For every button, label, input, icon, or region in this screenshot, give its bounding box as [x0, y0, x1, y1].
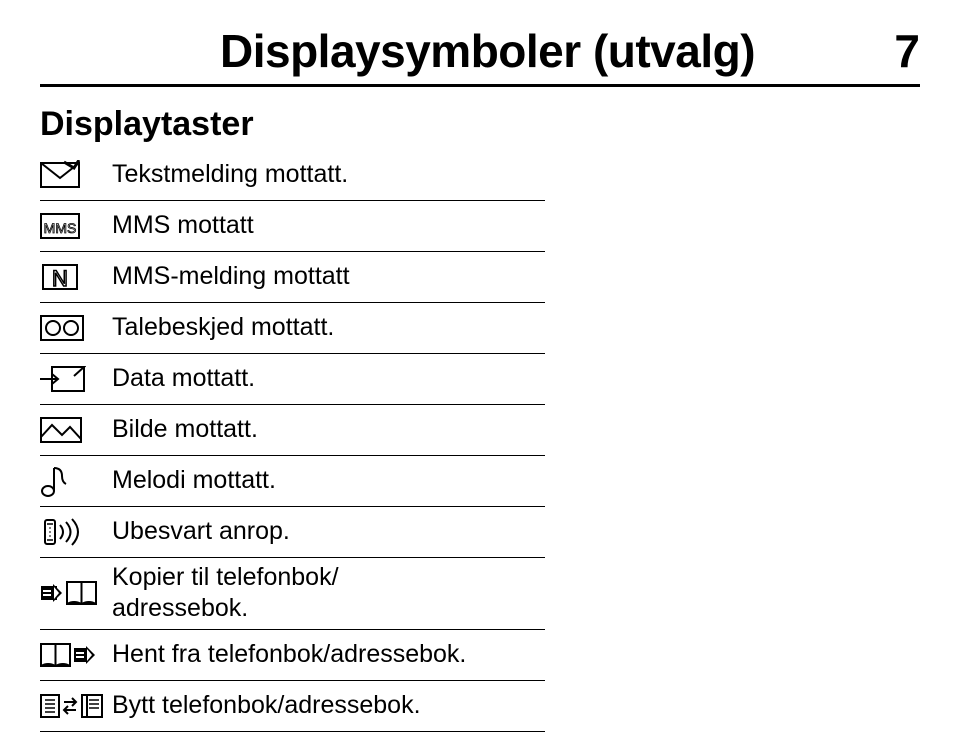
svg-text:N: N [52, 266, 68, 291]
label: Data mottatt. [110, 363, 255, 394]
symbol-table: Tekstmelding mottatt. MMS MMS mottatt N … [40, 150, 545, 732]
svg-text:MMS: MMS [44, 220, 77, 236]
label: Tekstmelding mottatt. [110, 159, 348, 190]
table-row: N MMS-melding mottatt [40, 252, 545, 303]
copy-to-book-icon [40, 578, 110, 608]
page-number: 7 [894, 24, 920, 78]
table-row: Hent fra telefonbok/adressebok. [40, 630, 545, 681]
fetch-from-book-icon [40, 640, 110, 670]
table-row: Kopier til telefonbok/ adressebok. [40, 558, 545, 630]
melody-icon [40, 464, 110, 498]
header-row: Displaysymboler (utvalg) 7 [40, 24, 920, 87]
label: Bilde mottatt. [110, 414, 258, 445]
table-row: Tekstmelding mottatt. [40, 150, 545, 201]
table-row: Talebeskjed mottatt. [40, 303, 545, 354]
swap-books-icon [40, 692, 110, 720]
label: Melodi mottatt. [110, 465, 276, 496]
sms-envelope-icon [40, 160, 110, 190]
label: Bytt telefonbok/adressebok. [110, 690, 421, 721]
label: MMS-melding mottatt [110, 261, 350, 292]
page-title: Displaysymboler (utvalg) [220, 24, 755, 78]
table-row: Data mottatt. [40, 354, 545, 405]
voicemail-icon [40, 315, 110, 341]
table-row: Bytt telefonbok/adressebok. [40, 681, 545, 732]
table-row: Bilde mottatt. [40, 405, 545, 456]
label: Talebeskjed mottatt. [110, 312, 334, 343]
missed-call-icon [40, 517, 110, 547]
n-box-icon: N [40, 262, 110, 292]
data-envelope-icon [40, 364, 110, 394]
label: Hent fra telefonbok/adressebok. [110, 639, 466, 670]
table-row: MMS MMS mottatt [40, 201, 545, 252]
mms-envelope-icon: MMS [40, 211, 110, 241]
image-icon [40, 415, 110, 445]
page: Displaysymboler (utvalg) 7 Displaytaster… [0, 0, 960, 705]
label: Ubesvart anrop. [110, 516, 290, 547]
label: Kopier til telefonbok/ adressebok. [110, 562, 339, 625]
table-row: Melodi mottatt. [40, 456, 545, 507]
label: MMS mottatt [110, 210, 254, 241]
table-row: Ubesvart anrop. [40, 507, 545, 558]
section-title: Displaytaster [40, 105, 920, 144]
